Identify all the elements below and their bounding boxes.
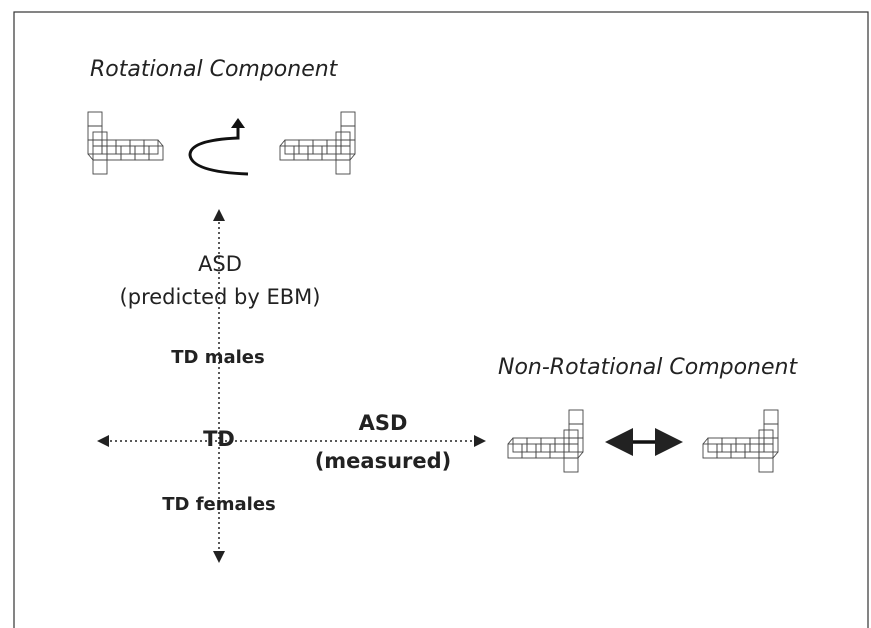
vertical-label: (predicted by EBM)	[120, 285, 321, 309]
group-label: TD males	[171, 347, 264, 368]
shape-left	[507, 409, 584, 473]
shape-left	[87, 111, 164, 175]
non-rotational-title: Non-Rotational Component	[498, 355, 798, 380]
origin-label: TD	[203, 427, 235, 451]
frame	[13, 11, 869, 628]
horizontal-label: (measured)	[315, 449, 452, 473]
rotation-arrow-head	[231, 118, 245, 128]
shape-right	[279, 111, 356, 175]
rotation-arrow	[188, 126, 249, 176]
vertical-label: ASD	[198, 252, 242, 276]
group-label: TD females	[162, 494, 276, 515]
horizontal-label: ASD	[359, 411, 408, 435]
shape-right	[702, 409, 779, 473]
rotational-title: Rotational Component	[90, 57, 339, 82]
